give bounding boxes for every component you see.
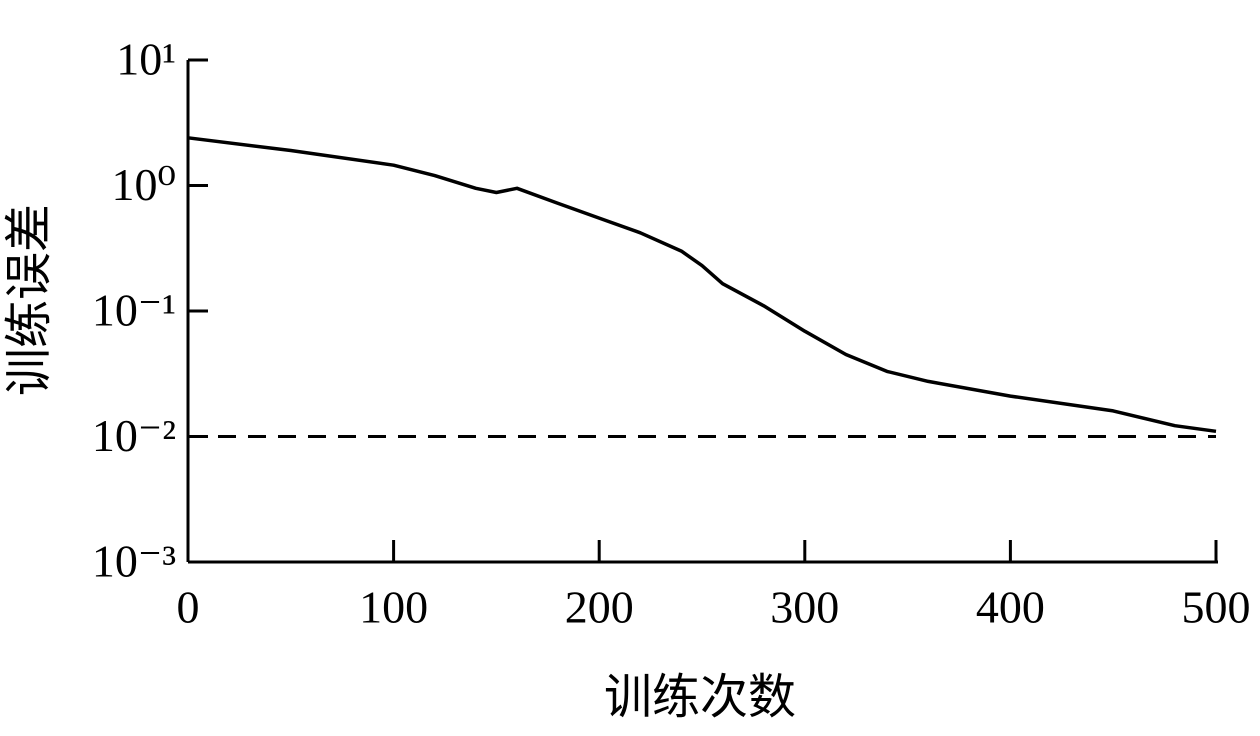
- y-tick-label: 10⁰: [112, 159, 176, 210]
- y-tick-label: 10⁻²: [92, 410, 176, 461]
- x-tick-label: 200: [565, 582, 634, 633]
- data-line: [187, 136, 1217, 434]
- x-tick-label: 400: [976, 582, 1045, 633]
- y-tick-label: 10⁻¹: [92, 285, 176, 336]
- y-axis-label: 训练误差: [1, 204, 57, 396]
- x-tick-label: 300: [770, 582, 839, 633]
- y-tick-label: 10⁻³: [92, 536, 176, 587]
- y-tick-label: 10¹: [116, 34, 176, 85]
- x-tick-label: 500: [1182, 582, 1251, 633]
- x-axis-label: 训练次数: [604, 669, 796, 725]
- x-tick-label: 100: [359, 582, 428, 633]
- x-tick-label: 0: [177, 582, 200, 633]
